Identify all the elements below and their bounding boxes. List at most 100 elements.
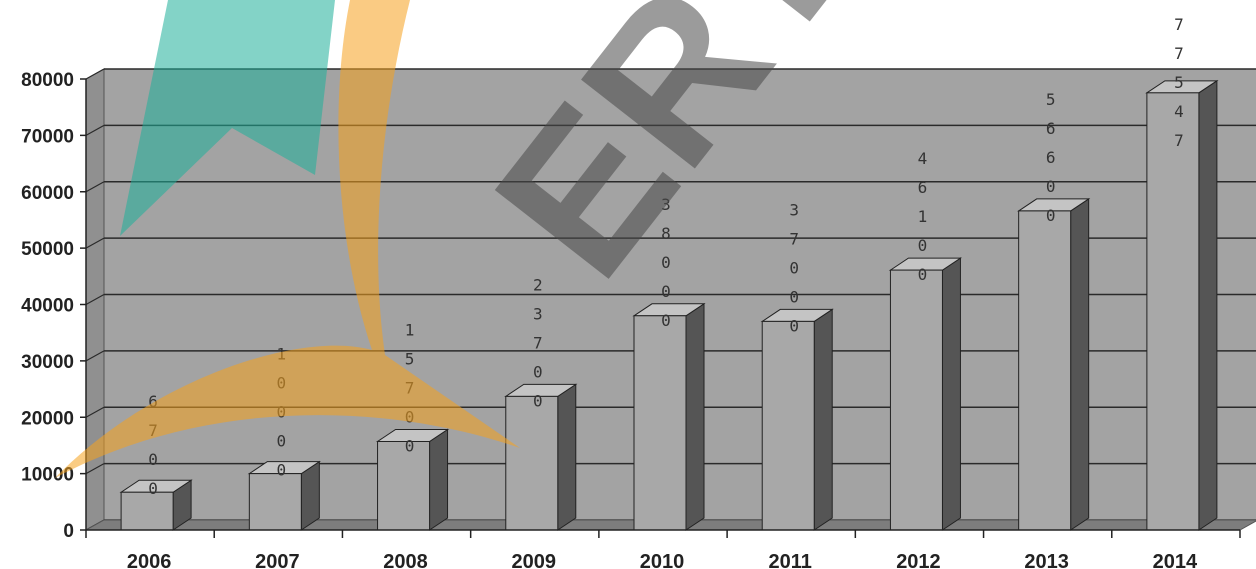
bar [889, 269, 943, 531]
x-tick-label: 2006 [127, 551, 172, 569]
bar [1146, 92, 1200, 531]
x-tick-label: 2011 [769, 551, 812, 569]
bar-side [557, 383, 577, 531]
data-label-digit: 3 [661, 195, 671, 214]
data-label-digit: 5 [405, 349, 415, 368]
gridline-side [85, 350, 105, 362]
data-label-digit: 3 [789, 200, 799, 219]
bars [119, 79, 1219, 531]
data-label-digit: 0 [918, 236, 928, 255]
data-label-digit: 0 [277, 432, 287, 451]
data-label-digit: 0 [277, 461, 287, 480]
bar-group [1145, 79, 1219, 531]
data-label-digit: 0 [533, 391, 543, 410]
bar-side [813, 308, 833, 531]
y-tick-label: 40000 [21, 296, 74, 317]
data-label-digit: 5 [1046, 90, 1056, 109]
watermark-orange-swoosh [55, 0, 520, 478]
x-tick-label: 2014 [1153, 551, 1198, 569]
x-tick-label: 2010 [640, 551, 685, 569]
y-tick-label: 70000 [21, 126, 74, 147]
bar [633, 315, 687, 531]
data-label-digit: 7 [1174, 44, 1184, 63]
bar-group [632, 302, 706, 531]
bar-group [375, 428, 450, 531]
y-tick-label: 80000 [21, 70, 74, 91]
data-label-digit: 0 [661, 282, 671, 301]
bar [377, 440, 431, 531]
data-label-digit: 1 [405, 320, 415, 339]
y-tick-label: 10000 [21, 465, 74, 486]
gridline-side [85, 237, 105, 249]
bar-group [247, 460, 321, 531]
data-label-digit: 4 [1174, 102, 1184, 121]
data-label-digit: 7 [533, 333, 543, 352]
bar-side [1198, 79, 1218, 531]
x-tick-label: 2008 [383, 551, 428, 569]
data-label-digit: 6 [918, 178, 928, 197]
bar [1018, 210, 1072, 531]
data-label-digit: 0 [661, 253, 671, 272]
bar [505, 395, 559, 531]
data-label-digit: 0 [148, 479, 158, 498]
gridline-side [85, 406, 105, 418]
bar-side [685, 302, 705, 531]
bar-group [760, 308, 834, 531]
x-tick-label: 2009 [512, 551, 557, 569]
bar [761, 320, 815, 531]
data-label-digit: 0 [789, 316, 799, 335]
data-label-digit: 6 [148, 392, 158, 411]
y-tick-label: 20000 [21, 408, 74, 429]
bar-group [119, 479, 193, 531]
watermark-teal-ribbon [120, 0, 335, 236]
y-tick-label: 0 [63, 521, 74, 542]
data-label-digit: 2 [533, 275, 543, 294]
data-label-digit: 4 [918, 149, 928, 168]
data-label: 2 3 7 0 0 [533, 275, 543, 410]
x-tick-label: 2007 [255, 551, 300, 569]
x-tick-label: 2012 [896, 551, 941, 569]
data-label: 5 6 6 0 0 [1046, 90, 1056, 225]
x-tick-label: 2013 [1024, 551, 1069, 569]
data-label-digit: 1 [918, 207, 928, 226]
data-label-digit: 0 [148, 450, 158, 469]
data-label-digit: 7 [1174, 15, 1184, 34]
data-label-digit: 3 [533, 304, 543, 323]
data-label-digit: 0 [405, 436, 415, 455]
gridline-side [85, 181, 105, 193]
y-tick-label: 50000 [21, 239, 74, 260]
data-label-digit: 0 [789, 287, 799, 306]
bar [248, 473, 302, 531]
data-label-digit: 0 [533, 362, 543, 381]
gridline-side [85, 293, 105, 306]
bar-group [1017, 197, 1091, 531]
gridline-side [85, 124, 105, 136]
data-label: 3 7 0 0 0 [789, 200, 799, 335]
data-label-digit: 6 [1046, 119, 1056, 138]
bar-group [888, 257, 963, 531]
data-label-digit: 8 [661, 224, 671, 243]
data-label: 7 7 5 4 7 [1174, 15, 1184, 150]
gridline-side [85, 463, 105, 475]
y-tick-label: 60000 [21, 183, 74, 204]
data-label-digit: 5 [1174, 73, 1184, 92]
bar-group [504, 383, 578, 531]
data-label-digit: 7 [1174, 131, 1184, 150]
bar [120, 491, 174, 531]
bar-side [941, 257, 961, 531]
data-label-digit: 0 [661, 311, 671, 330]
axes: 8000070000600005000040000300002000010000… [21, 70, 1241, 569]
gridline-side [85, 68, 105, 80]
y-tick-label: 30000 [21, 352, 74, 373]
data-label-digit: 0 [1046, 206, 1056, 225]
data-label-digit: 6 [1046, 148, 1056, 167]
data-label-digit: 0 [789, 258, 799, 277]
bar-side [1070, 197, 1090, 531]
bar-side [429, 428, 449, 531]
data-label: 3 8 0 0 0 [661, 195, 671, 330]
data-label-digit: 0 [918, 265, 928, 284]
data-label-digit: 0 [1046, 177, 1056, 196]
data-label: 4 6 1 0 0 [918, 149, 928, 284]
data-label-digit: 7 [789, 229, 799, 248]
